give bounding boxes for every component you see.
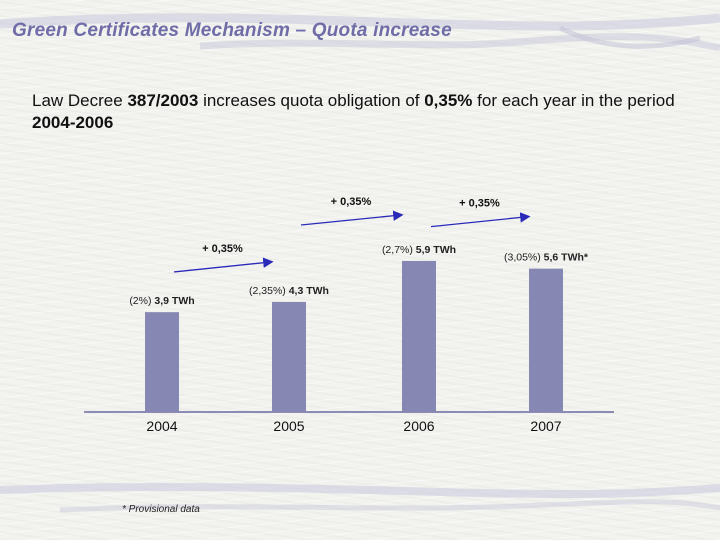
subtitle-text-1: Law Decree — [32, 91, 128, 110]
x-tick-label-2005: 2005 — [273, 418, 304, 434]
increment-arrow-2 — [300, 210, 404, 226]
data-label-2005: (2,35%) 4,3 TWh — [249, 285, 329, 297]
subtitle-period: 2004-2006 — [32, 113, 114, 132]
subtitle-quota-increase: 0,35% — [424, 91, 473, 110]
increment-arrow-3 — [430, 212, 531, 228]
subtitle-text-3: for each year in the period — [472, 91, 675, 110]
x-tick-label-2006: 2006 — [403, 418, 434, 434]
slide-subtitle: Law Decree 387/2003 increases quota obli… — [32, 90, 692, 134]
bar-2005 — [272, 301, 306, 412]
data-label-2007: (3,05%) 5,6 TWh* — [504, 252, 589, 264]
increment-label-2: + 0,35% — [331, 196, 372, 208]
footnote: * Provisional data — [122, 504, 200, 515]
subtitle-text-2: increases quota obligation of — [198, 91, 425, 110]
bar-2007 — [529, 268, 563, 412]
x-tick-label-2007: 2007 — [530, 418, 561, 434]
bar-2006 — [402, 260, 436, 412]
increment-label-3: + 0,35% — [459, 198, 500, 210]
data-label-2006: (2,7%) 5,9 TWh — [382, 244, 456, 256]
increment-arrow-1 — [173, 257, 274, 273]
x-tick-label-2004: 2004 — [146, 418, 177, 434]
data-label-2004: (2%) 3,9 TWh — [129, 295, 194, 307]
increment-label-1: + 0,35% — [202, 243, 243, 255]
bar-2004 — [145, 312, 179, 412]
slide-title: Green Certificates Mechanism – Quota inc… — [12, 20, 452, 41]
subtitle-decree-number: 387/2003 — [127, 91, 199, 110]
